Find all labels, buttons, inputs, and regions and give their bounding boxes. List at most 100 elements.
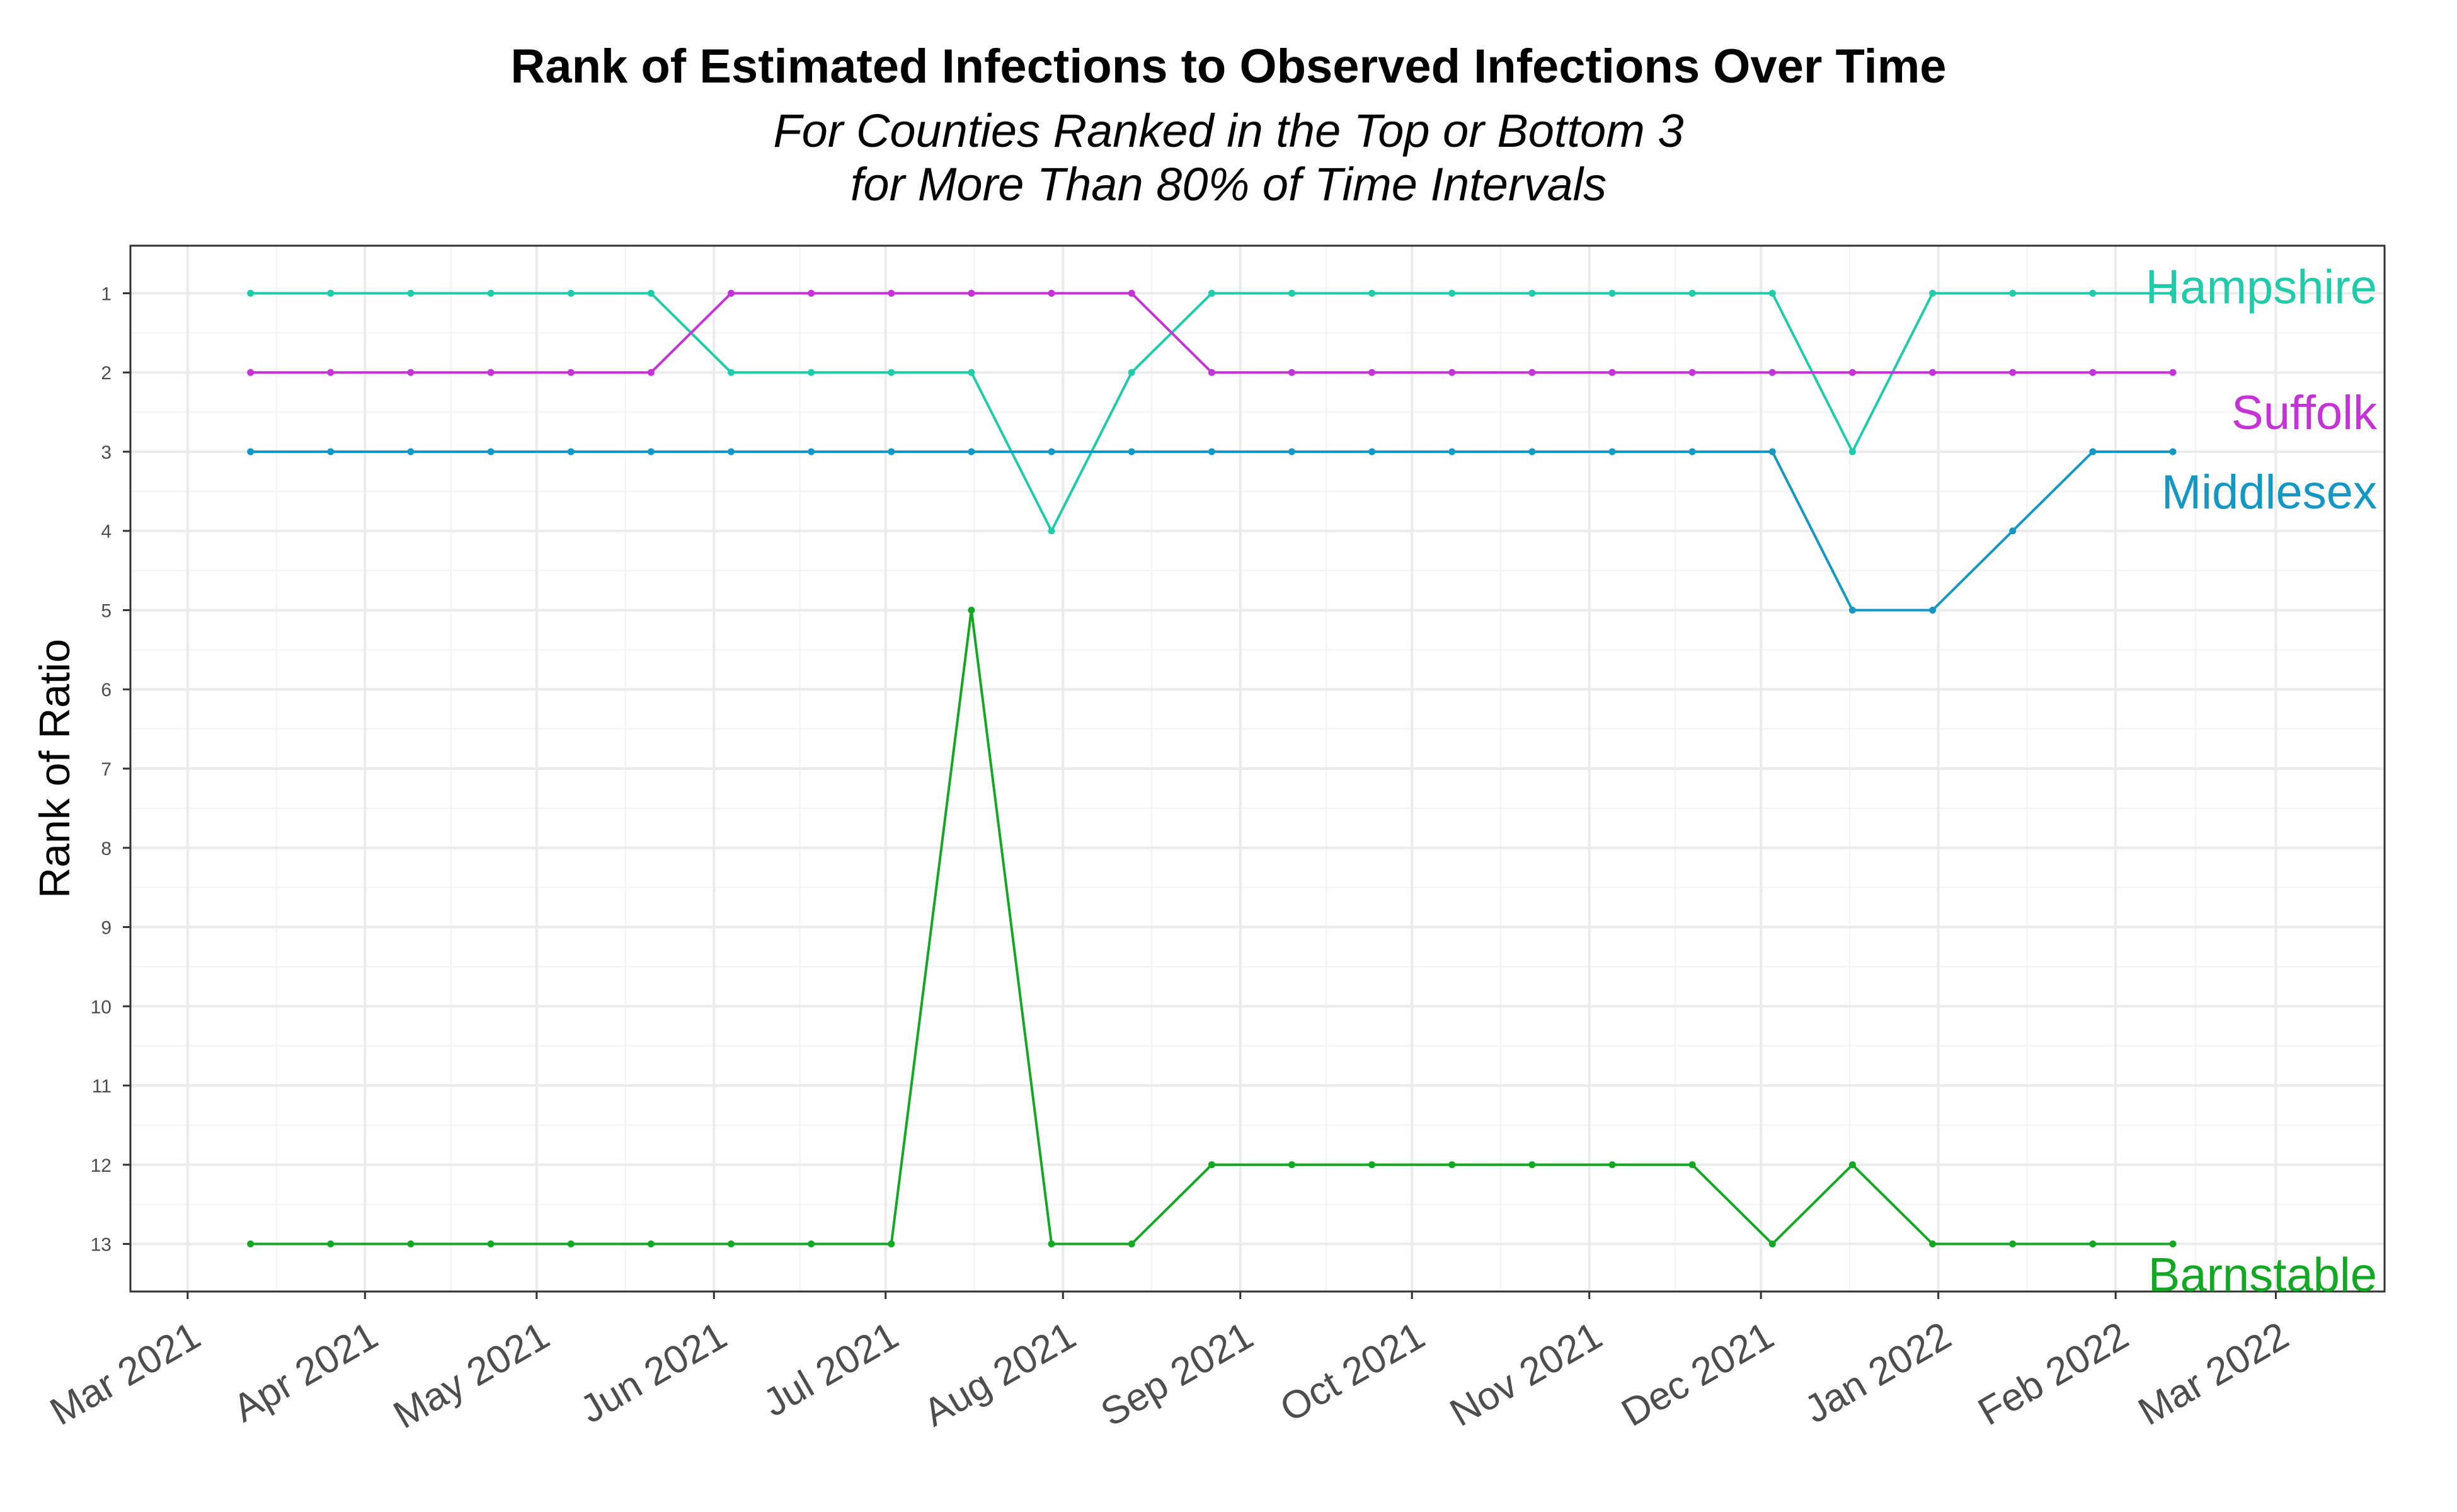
data-point [1368, 448, 1376, 455]
data-point [808, 1240, 815, 1248]
y-tick-label: 12 [91, 1155, 112, 1176]
series-end-labels: Hampshire Suffolk Middlesex Barnstable [2146, 260, 2378, 1302]
data-point [968, 289, 975, 297]
x-tick-label: Aug 2021 [917, 1314, 1083, 1435]
data-point [647, 289, 655, 297]
series-middlesex [247, 448, 2177, 614]
data-point [1048, 527, 1055, 535]
data-point [1528, 369, 1536, 376]
data-point [1848, 606, 1856, 614]
data-point [1768, 448, 1776, 455]
data-point [2169, 448, 2177, 455]
data-point [407, 448, 415, 455]
data-point [1208, 1161, 1215, 1169]
data-point [728, 289, 735, 297]
data-point [1929, 1240, 1937, 1248]
y-tick-label: 2 [101, 363, 112, 384]
data-point [2009, 289, 2017, 297]
data-point [1528, 1161, 1536, 1169]
data-point [1688, 289, 1696, 297]
series-end-label-middlesex: Middlesex [2162, 466, 2377, 519]
data-point [968, 606, 975, 614]
x-tick-label: Jan 2022 [1797, 1314, 1958, 1431]
y-tick-label: 4 [101, 522, 112, 542]
data-point [1288, 369, 1295, 376]
x-tick-label: Apr 2021 [226, 1314, 385, 1431]
data-point [407, 1240, 415, 1248]
data-point [247, 448, 255, 455]
data-point [1448, 1161, 1456, 1169]
x-axis: Mar 2021 Apr 2021 May 2021 Jun 2021 Jul 2021… [43, 1292, 2296, 1437]
data-point [1208, 289, 1215, 297]
data-point [1128, 448, 1135, 455]
series-end-label-suffolk: Suffolk [2231, 386, 2378, 440]
data-point [567, 289, 575, 297]
data-point [1208, 369, 1215, 376]
data-point [808, 289, 815, 297]
data-point [247, 1240, 255, 1248]
data-point [247, 369, 255, 376]
data-point [2169, 369, 2177, 376]
data-point [888, 289, 895, 297]
chart-title: Rank of Estimated Infections to Observed… [510, 40, 1947, 93]
data-point [1448, 369, 1456, 376]
data-point [1288, 1161, 1295, 1169]
data-point [2009, 527, 2017, 535]
data-point [2089, 1240, 2097, 1248]
data-point [487, 1240, 495, 1248]
x-tick-label: Nov 2021 [1443, 1314, 1609, 1435]
data-point [1048, 1240, 1055, 1248]
data-point [888, 1240, 895, 1248]
data-point [487, 369, 495, 376]
data-point [1848, 448, 1856, 455]
data-point [2089, 289, 2097, 297]
y-tick-label: 11 [92, 1076, 112, 1097]
x-tick-label: Dec 2021 [1615, 1314, 1781, 1435]
x-tick-label: Sep 2021 [1094, 1314, 1260, 1435]
data-point [1608, 289, 1616, 297]
data-point [327, 448, 335, 455]
data-point [728, 448, 735, 455]
data-point [487, 289, 495, 297]
data-point [1208, 448, 1215, 455]
x-tick-label: May 2021 [386, 1314, 556, 1437]
data-point [1929, 289, 1937, 297]
major-gridlines [130, 246, 2385, 1292]
data-point [567, 1240, 575, 1248]
series-end-label-barnstable: Barnstable [2148, 1249, 2377, 1302]
y-tick-label: 13 [91, 1235, 112, 1256]
data-point [1608, 448, 1616, 455]
series-end-label-hampshire: Hampshire [2146, 260, 2377, 314]
x-tick-label: Mar 2022 [2131, 1314, 2296, 1434]
y-tick-label: 5 [101, 600, 112, 621]
data-point [647, 448, 655, 455]
data-point [647, 1240, 655, 1248]
data-point [1448, 289, 1456, 297]
series-suffolk [247, 289, 2177, 376]
data-point [968, 448, 975, 455]
x-tick-label: Jun 2021 [573, 1314, 734, 1431]
data-point [1368, 1161, 1376, 1169]
data-point [1368, 289, 1376, 297]
data-point [888, 369, 895, 376]
data-point [2009, 1240, 2017, 1248]
data-point [1288, 448, 1295, 455]
y-axis-label: Rank of Ratio [31, 639, 79, 898]
data-point [1608, 369, 1616, 376]
data-point [327, 369, 335, 376]
data-point [327, 1240, 335, 1248]
x-tick-label: Jul 2021 [756, 1314, 906, 1425]
data-point [2089, 448, 2097, 455]
y-tick-label: 10 [91, 997, 112, 1017]
data-point [2009, 369, 2017, 376]
data-point [1608, 1161, 1616, 1169]
data-point [1128, 289, 1135, 297]
data-point [567, 448, 575, 455]
chart-subtitle-line-2: for More Than 80% of Time Intervals [850, 158, 1607, 210]
data-point [567, 369, 575, 376]
data-point [1368, 369, 1376, 376]
data-point [407, 369, 415, 376]
data-point [808, 448, 815, 455]
data-point [247, 289, 255, 297]
